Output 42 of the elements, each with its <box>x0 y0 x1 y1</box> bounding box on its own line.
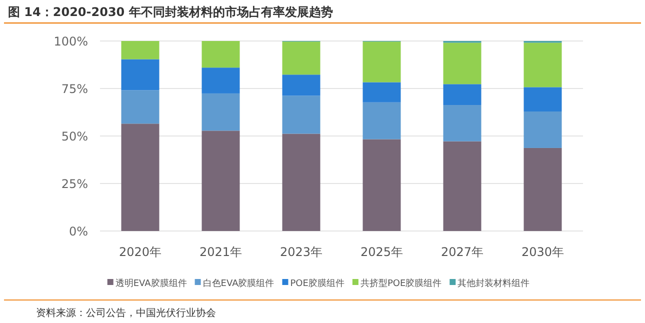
y-tick-label: 0% <box>68 224 88 238</box>
bar <box>524 87 562 112</box>
bar <box>443 42 482 84</box>
bar <box>121 59 160 90</box>
legend-label: 其他封装材料组件 <box>458 278 530 289</box>
bar <box>202 68 240 94</box>
legend-label: 透明EVA胶膜组件 <box>115 278 187 289</box>
bar <box>362 102 401 140</box>
chart-title: 图 14：2020-2030 年不同封装材料的市场占有率发展趋势 <box>8 5 333 19</box>
bar <box>282 42 320 75</box>
bar <box>524 42 562 88</box>
bar <box>524 148 562 231</box>
bar <box>443 84 482 106</box>
legend-label: 白色EVA胶膜组件 <box>202 278 274 289</box>
bar <box>282 74 320 96</box>
bar <box>362 82 401 102</box>
x-tick-label: 2027年 <box>440 245 484 259</box>
x-tick-label: 2020年 <box>118 245 162 259</box>
y-tick-label: 25% <box>61 177 88 191</box>
bar <box>524 111 562 148</box>
bar <box>443 141 482 231</box>
x-tick-label: 2023年 <box>280 245 323 259</box>
bar <box>282 134 320 231</box>
legend-label: POE胶膜组件 <box>290 278 344 289</box>
text: 资料来源：公司公告，中国光伏行业协会 <box>36 307 216 319</box>
legend-label: 共挤型POE胶膜组件 <box>360 278 442 289</box>
y-tick-label: 50% <box>61 130 88 144</box>
bar <box>202 93 240 131</box>
bar <box>202 130 240 231</box>
x-tick-label: 2030年 <box>521 245 564 259</box>
bar <box>362 139 401 231</box>
bar <box>282 96 320 134</box>
bar <box>121 41 160 60</box>
bar <box>121 124 160 231</box>
bar <box>121 90 160 124</box>
bar <box>443 105 482 142</box>
bar <box>362 42 401 82</box>
y-tick-label: 100% <box>54 34 88 48</box>
bar <box>202 41 240 68</box>
x-tick-label: 2025年 <box>360 245 404 259</box>
x-tick-label: 2021年 <box>199 245 242 259</box>
y-tick-label: 75% <box>61 82 88 96</box>
